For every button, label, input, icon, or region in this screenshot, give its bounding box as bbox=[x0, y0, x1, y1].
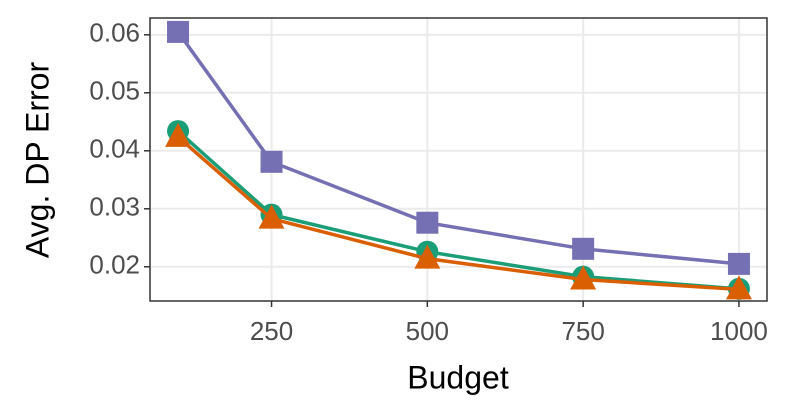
marker bbox=[727, 252, 750, 275]
marker bbox=[165, 122, 192, 147]
marker bbox=[260, 150, 283, 173]
marker bbox=[258, 204, 285, 229]
plot-background bbox=[150, 18, 767, 301]
y-tick-label: 0.06 bbox=[89, 18, 140, 48]
x-tick-label: 250 bbox=[250, 316, 293, 346]
y-axis-title: Avg. DP Error bbox=[19, 62, 55, 259]
x-axis-title: Budget bbox=[407, 359, 509, 395]
y-tick-label: 0.04 bbox=[89, 134, 140, 164]
marker bbox=[570, 265, 597, 290]
marker bbox=[167, 20, 190, 43]
marker bbox=[414, 244, 441, 269]
x-tick-label: 500 bbox=[406, 316, 449, 346]
marker bbox=[725, 275, 752, 300]
x-tick-label: 1000 bbox=[710, 316, 768, 346]
y-tick-label: 0.05 bbox=[89, 76, 140, 106]
marker bbox=[416, 211, 439, 234]
plot-border bbox=[149, 17, 768, 302]
marker bbox=[572, 237, 595, 260]
y-tick-label: 0.03 bbox=[89, 192, 140, 222]
y-tick-label: 0.02 bbox=[89, 250, 140, 280]
x-tick-label: 750 bbox=[561, 316, 604, 346]
